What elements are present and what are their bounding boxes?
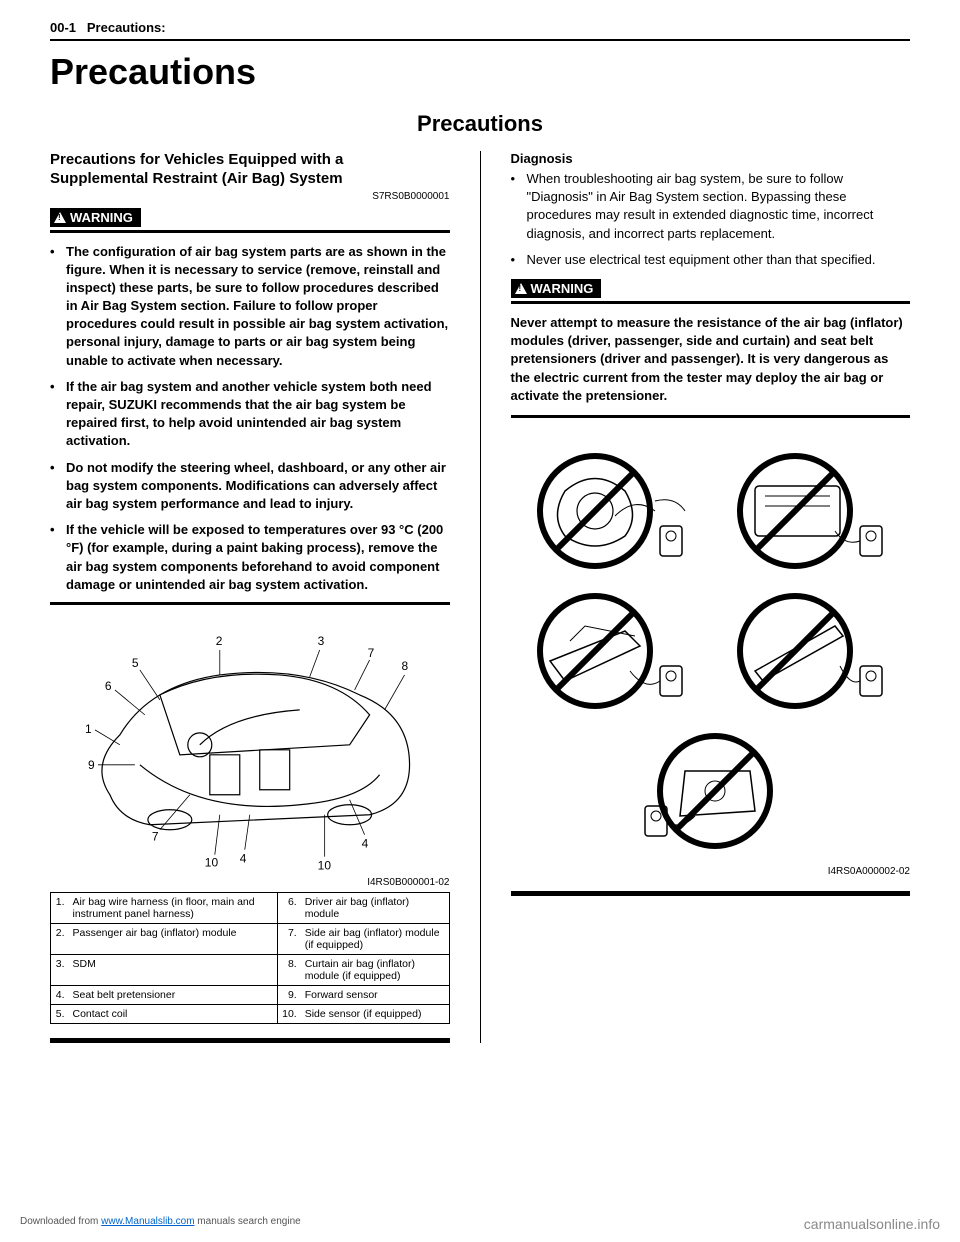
svg-text:10: 10 [318, 859, 332, 873]
warning-end-rule [50, 602, 450, 605]
figure-label: I4RS0A000002-02 [511, 866, 911, 877]
prohibit-figure [515, 586, 705, 716]
section-name: Precautions: [87, 20, 166, 35]
prohibit-figure [615, 726, 805, 856]
page-footer: Downloaded from www.Manualslib.com manua… [20, 1216, 940, 1232]
warning-label: WARNING [531, 281, 594, 296]
main-title: Precautions [50, 51, 910, 93]
doc-code: S7RS0B0000001 [50, 191, 450, 202]
svg-text:9: 9 [88, 758, 95, 772]
manualslib-link[interactable]: www.Manualslib.com [101, 1216, 194, 1227]
prohibit-figure [715, 586, 905, 716]
page-number: 00-1 [50, 20, 76, 35]
warning-header: WARNING [511, 279, 602, 298]
footer-right: carmanualsonline.info [804, 1216, 940, 1232]
prohibition-figures: I4RS0A000002-02 [511, 436, 911, 896]
warning-icon [515, 283, 527, 294]
warning-label: WARNING [70, 210, 133, 225]
table-row: 2. Passenger air bag (inflator) module 7… [51, 923, 450, 954]
right-column: Diagnosis When troubleshooting air bag s… [511, 151, 911, 1043]
section-title: Precautions [50, 111, 910, 137]
svg-text:3: 3 [318, 634, 325, 648]
warning-box: WARNING [50, 208, 450, 233]
end-bar [50, 1038, 450, 1043]
list-item: The configuration of air bag system part… [50, 243, 450, 370]
svg-text:8: 8 [402, 659, 409, 673]
svg-text:4: 4 [362, 837, 369, 851]
diagnosis-heading: Diagnosis [511, 151, 911, 166]
end-bar [511, 891, 911, 896]
footer-left: Downloaded from www.Manualslib.com manua… [20, 1216, 301, 1232]
svg-text:4: 4 [240, 852, 247, 866]
page-header: 00-1 Precautions: [50, 20, 910, 41]
figure-label: I4RS0B000001-02 [50, 877, 450, 888]
prohibit-figure [715, 446, 905, 576]
svg-text:7: 7 [152, 830, 159, 844]
table-row: 3. SDM 8. Curtain air bag (inflator) mod… [51, 954, 450, 985]
table-row: 1. Air bag wire harness (in floor, main … [51, 892, 450, 923]
warning-rule [50, 230, 450, 233]
warning-header: WARNING [50, 208, 141, 227]
column-divider [480, 151, 481, 1043]
vehicle-diagram: 1 2 3 4 4 5 6 7 7 8 9 10 10 [50, 615, 450, 875]
warning-icon [54, 212, 66, 223]
diagnosis-bullets: When troubleshooting air bag system, be … [511, 170, 911, 269]
list-item: If the vehicle will be exposed to temper… [50, 521, 450, 594]
svg-text:6: 6 [105, 679, 112, 693]
warning-end-rule [511, 415, 911, 418]
svg-text:7: 7 [368, 646, 375, 660]
prohibit-figure [515, 446, 705, 576]
svg-text:10: 10 [205, 856, 219, 870]
legend-table: 1. Air bag wire harness (in floor, main … [50, 892, 450, 1024]
subsection-title: Precautions for Vehicles Equipped with a… [50, 151, 450, 189]
car-cutaway-svg: 1 2 3 4 4 5 6 7 7 8 9 10 10 [50, 615, 450, 875]
table-row: 4. Seat belt pretensioner 9. Forward sen… [51, 985, 450, 1004]
list-item: Do not modify the steering wheel, dashbo… [50, 459, 450, 514]
table-row: 5. Contact coil 10. Side sensor (if equi… [51, 1004, 450, 1023]
warning-paragraph: Never attempt to measure the resistance … [511, 314, 911, 405]
svg-text:2: 2 [216, 634, 223, 648]
warning-box: WARNING [511, 279, 911, 304]
warning-bullets: The configuration of air bag system part… [50, 243, 450, 594]
warning-rule [511, 301, 911, 304]
list-item: When troubleshooting air bag system, be … [511, 170, 911, 243]
svg-text:1: 1 [85, 722, 92, 736]
list-item: If the air bag system and another vehicl… [50, 378, 450, 451]
left-column: Precautions for Vehicles Equipped with a… [50, 151, 450, 1043]
list-item: Never use electrical test equipment othe… [511, 251, 911, 269]
svg-text:5: 5 [132, 656, 139, 670]
